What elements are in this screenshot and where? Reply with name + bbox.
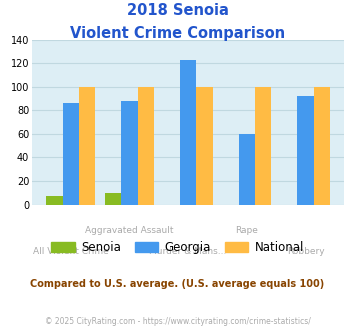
Bar: [196, 87, 213, 205]
Text: All Violent Crime: All Violent Crime: [33, 248, 109, 256]
Bar: [79, 87, 95, 205]
Bar: [314, 87, 330, 205]
Text: Murder & Mans...: Murder & Mans...: [149, 248, 227, 256]
Bar: [239, 134, 255, 205]
Bar: [105, 193, 121, 205]
Bar: [46, 196, 62, 205]
Bar: [255, 87, 272, 205]
Bar: [62, 103, 79, 205]
Legend: Senoia, Georgia, National: Senoia, Georgia, National: [47, 236, 308, 259]
Bar: [180, 60, 196, 205]
Text: © 2025 CityRating.com - https://www.cityrating.com/crime-statistics/: © 2025 CityRating.com - https://www.city…: [45, 317, 310, 326]
Bar: [121, 101, 138, 205]
Text: Violent Crime Comparison: Violent Crime Comparison: [70, 26, 285, 41]
Text: Rape: Rape: [235, 226, 258, 235]
Text: Robbery: Robbery: [287, 248, 324, 256]
Bar: [138, 87, 154, 205]
Text: Compared to U.S. average. (U.S. average equals 100): Compared to U.S. average. (U.S. average …: [31, 279, 324, 289]
Text: Aggravated Assault: Aggravated Assault: [85, 226, 174, 235]
Bar: [297, 96, 314, 205]
Text: 2018 Senoia: 2018 Senoia: [127, 3, 228, 18]
